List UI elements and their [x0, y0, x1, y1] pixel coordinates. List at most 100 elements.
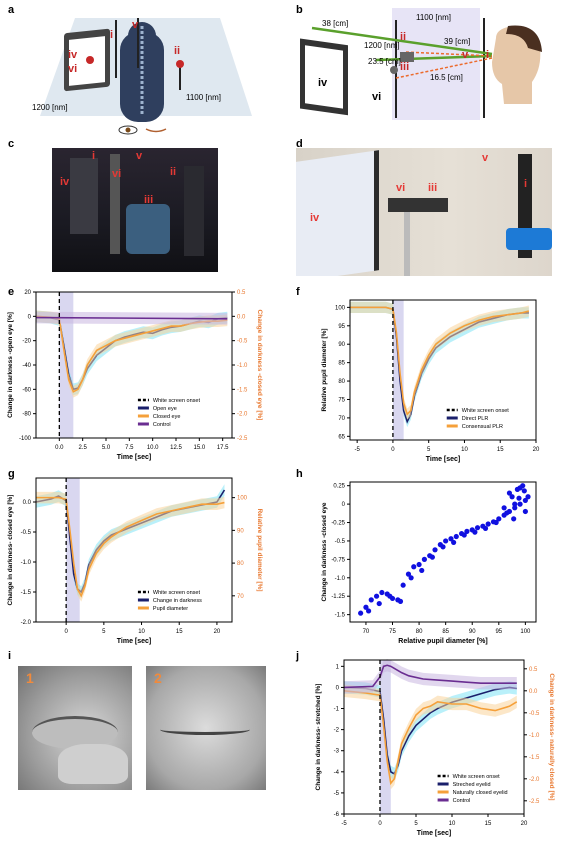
legend-entry: Streched eyelid [453, 782, 491, 788]
x-tick-label: -5 [354, 447, 360, 453]
y2-axis-label: Change in darkness -closed eye [%] [256, 310, 263, 421]
scatter-point [416, 561, 422, 568]
scatter-point [376, 600, 382, 607]
eye-closed-icon [145, 128, 167, 133]
y-tick-label: -2.0 [21, 620, 32, 626]
panel-label-e: e [8, 286, 15, 298]
y-tick-label: -60 [22, 387, 31, 393]
series-line-1 [350, 306, 530, 416]
panel-label-i: i [8, 650, 12, 662]
legend-entry: Change in darkness [153, 598, 202, 604]
mark-c-v: v [136, 150, 143, 162]
y-axis-label: Change in darkness- closed eye [%] [7, 495, 14, 606]
legend-entry: White screen onset [153, 398, 201, 404]
y-tick-label: -100 [19, 436, 32, 442]
x-axis-label: Time [sec] [117, 638, 152, 645]
scatter-point [522, 497, 528, 504]
mark-b-v: v [462, 49, 469, 61]
mark-b-vi: vi [372, 91, 381, 103]
x-tick-label: 15 [497, 447, 504, 453]
y2-tick-label: -2.5 [237, 436, 248, 442]
dim-38: 38 [cm] [322, 19, 348, 28]
scatter-point [501, 505, 507, 511]
x-axis-label: Time [sec] [426, 456, 461, 463]
y-tick-label: -0.75 [331, 557, 345, 563]
y-tick-label: -6 [334, 812, 340, 818]
y-tick-label: -0.5 [21, 530, 32, 536]
dim-1100-b: 1100 [nm] [416, 13, 451, 22]
chart-e: 0.0 2.5 5.0 7.5 10.0 12.5 15.0 17.5 20 0 -20 -40 -60… [7, 290, 263, 461]
y2-tick-label: 0.0 [529, 689, 538, 695]
x-tick-label: 95 [495, 629, 502, 635]
x-tick-label: 5 [427, 447, 431, 453]
series-line-2 [35, 316, 228, 320]
legend-entry: Control [153, 422, 171, 428]
dim-1200-b: 1200 [nm] [364, 41, 400, 50]
y-axis-label: Change in darkness- stretched [%] [315, 684, 322, 791]
y2-tick-label: -1.0 [237, 363, 248, 369]
x-tick-label: 0.0 [55, 445, 64, 451]
y-tick-label: 20 [24, 290, 31, 296]
x-tick-label: 0 [391, 447, 395, 453]
y-tick-label: -1 [334, 707, 340, 713]
y2-axis-label: Relative pupil diameter [%] [256, 508, 263, 591]
series-line-2 [343, 664, 517, 689]
legend-entry: White screen onset [462, 408, 510, 414]
y-tick-label: -1.5 [21, 590, 32, 596]
x-tick-label: 15.0 [193, 445, 205, 451]
scatter-point [517, 485, 523, 491]
mark-i-2: 2 [154, 670, 162, 686]
y-tick-label: -5 [334, 791, 340, 797]
y2-tick-label: 0.0 [237, 314, 246, 320]
x-axis-label: Time [sec] [117, 454, 152, 461]
mark-i-1: 1 [26, 670, 34, 686]
y-tick-label: 0 [336, 685, 340, 691]
x-tick-label: 15 [176, 629, 183, 635]
x-tick-label: 100 [520, 629, 531, 635]
x-tick-label: 20 [521, 821, 528, 827]
y-axis-label: Change in darkness -open eye [%] [7, 312, 14, 418]
y-tick-label: 0.25 [333, 484, 345, 490]
scatter-point [504, 510, 510, 516]
plot-frame [35, 477, 233, 623]
legend-entry: Naturally closed eyelid [453, 790, 508, 796]
scatter-point [368, 597, 374, 603]
scatter-point [509, 494, 515, 500]
scatter-point [453, 533, 459, 540]
y-tick-label: 1 [336, 664, 340, 670]
plot-frame [343, 659, 525, 815]
photo-i-2: 2 [146, 666, 266, 790]
mark-c-i: i [92, 150, 96, 162]
mark-ii: ii [174, 45, 180, 57]
diagram-a: iv vi i v ii 1200 [nm] 1100 [nm] [32, 18, 252, 135]
scatter-point [461, 532, 467, 538]
panel-label-b: b [296, 4, 303, 16]
mark-c-iii: iii [144, 194, 154, 206]
x-tick-label: 80 [416, 629, 423, 635]
scatter-point [411, 564, 417, 570]
scatter-point [400, 582, 406, 588]
y2-tick-label: -1.0 [529, 733, 540, 739]
y2-tick-label: -2.5 [529, 799, 540, 805]
x-tick-label: 75 [389, 629, 396, 635]
camera-icon-iv [86, 56, 94, 64]
x-tick-label: 10 [461, 447, 468, 453]
y-tick-label: -80 [22, 412, 31, 418]
photo-d: v iv vi iii i [296, 148, 552, 276]
scatter-point [474, 525, 481, 531]
scatter-point [493, 519, 499, 526]
y-tick-label: -2 [334, 728, 340, 734]
scatter-point [397, 598, 404, 604]
y-tick-label: 90 [338, 342, 345, 348]
y-tick-label: 0 [342, 502, 346, 508]
scatter-point [421, 556, 427, 562]
y-tick-label: -1.0 [21, 560, 32, 566]
y2-axis-label: Change in darkness- naturally closed [%] [548, 673, 555, 800]
y-tick-label: 80 [338, 379, 345, 385]
legend-entry: Closed eye [153, 414, 181, 420]
dim-1100: 1100 [nm] [186, 93, 221, 102]
scatter-point [525, 494, 531, 500]
mark-d-v: v [482, 152, 489, 164]
y2-tick-label: 90 [237, 528, 244, 534]
series-line-0 [350, 306, 529, 424]
